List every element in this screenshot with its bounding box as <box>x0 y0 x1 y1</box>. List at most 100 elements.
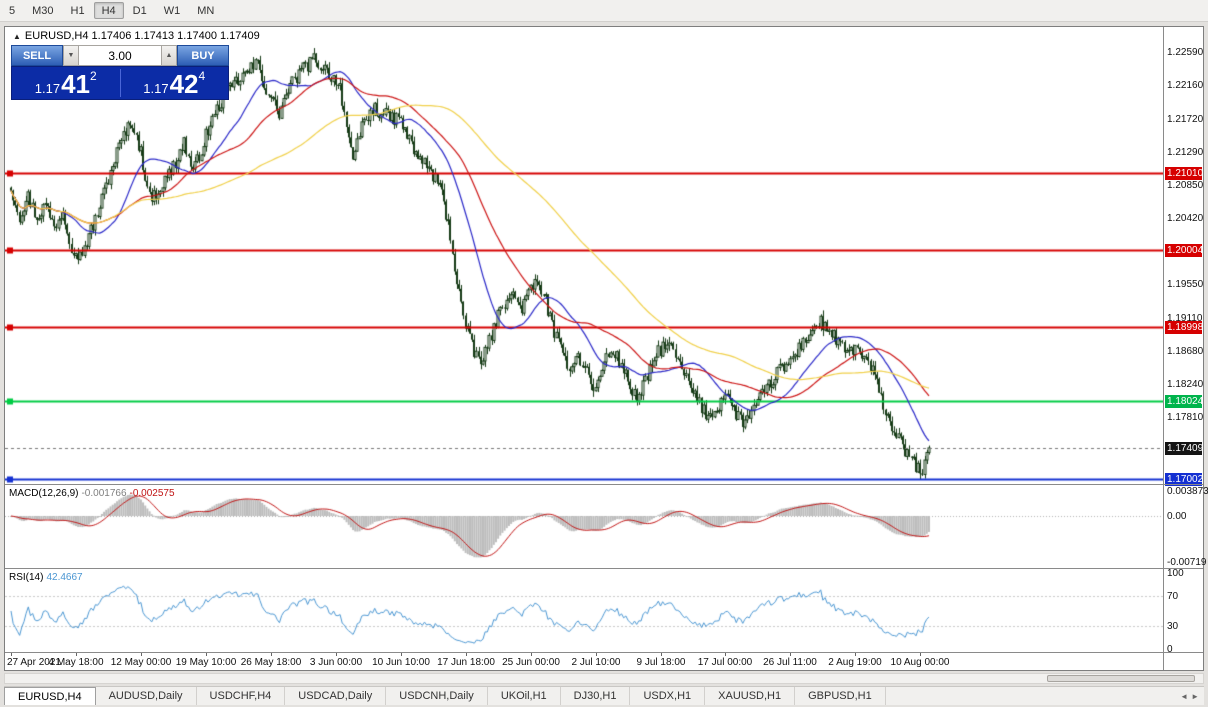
rsi-value: 42.4667 <box>46 572 83 583</box>
pane-separator[interactable] <box>5 652 1203 653</box>
buy-price-prefix: 1.17 <box>143 81 169 96</box>
price-line-label: 1.20004 <box>1165 243 1204 257</box>
price-tick-label: 1.20420 <box>1167 213 1204 225</box>
tabs-scroll-left-icon[interactable]: ◄ <box>1180 691 1189 701</box>
price-tick-label: 1.18680 <box>1167 345 1204 357</box>
time-label: 2 Jul 10:00 <box>571 657 621 668</box>
price-line-label: 1.17409 <box>1165 441 1204 455</box>
time-tick <box>855 653 856 656</box>
macd-signal-value: -0.002575 <box>129 488 175 499</box>
time-tick <box>401 653 402 656</box>
rsi-indicator-label: RSI(14) 42.4667 <box>9 572 83 583</box>
price-tick-label: 1.22160 <box>1167 80 1204 92</box>
timeframe-button-mn[interactable]: MN <box>197 5 215 17</box>
pane-separator[interactable] <box>5 568 1203 569</box>
time-label: 10 Aug 00:00 <box>890 657 950 668</box>
macd-indicator-canvas[interactable] <box>5 485 1163 568</box>
time-tick <box>336 653 337 656</box>
timeframe-button-w1[interactable]: W1 <box>163 5 181 17</box>
chart-tab-xauusd-h1[interactable]: XAUUSD,H1 <box>705 687 796 705</box>
time-label: 19 May 10:00 <box>175 657 237 668</box>
timeframe-button-m30[interactable]: M30 <box>32 5 54 17</box>
chart-tab-usdcad-daily[interactable]: USDCAD,Daily <box>285 687 387 705</box>
timeframe-button-h1[interactable]: H1 <box>70 5 85 17</box>
price-tick-label: 1.20850 <box>1167 180 1204 192</box>
price-divider <box>119 69 121 97</box>
pane-separator[interactable] <box>5 484 1203 485</box>
scrollbar-thumb[interactable] <box>1047 675 1195 682</box>
volume-increase-button[interactable]: ▲ <box>161 45 177 66</box>
chart-tab-list: EURUSD,H4 AUDUSD,Daily USDCHF,H4 USDCAD,Dai… <box>4 687 886 705</box>
one-click-prices-row: 1.17 41 2 1.17 42 4 <box>11 66 229 100</box>
buy-price-display[interactable]: 1.17 42 4 <box>121 67 229 99</box>
time-tick <box>531 653 532 656</box>
chart-tabs-bar: EURUSD,H4 AUDUSD,Daily USDCHF,H4 USDCAD,Dai… <box>4 686 1204 705</box>
sell-button[interactable]: SELL <box>11 45 63 66</box>
macd-axis-label: 0.00 <box>1167 511 1187 522</box>
time-axis[interactable]: 27 Apr 2021 4 May 18:00 12 May 00:00 19 May… <box>5 653 1163 670</box>
one-click-controls-row: SELL ▼ 3.00 ▲ BUY <box>11 45 229 66</box>
time-tick <box>725 653 726 656</box>
chart-tab-audusd-daily[interactable]: AUDUSD,Daily <box>96 687 197 705</box>
price-tick-label: 1.21720 <box>1167 113 1204 125</box>
price-tick-label: 1.19550 <box>1167 279 1204 291</box>
time-tick <box>271 653 272 656</box>
tab-scroll-arrows: ◄ ► <box>1180 687 1204 705</box>
time-label: 26 May 18:00 <box>240 657 302 668</box>
macd-main-value: -0.001766 <box>81 488 127 499</box>
price-tick-label: 1.21290 <box>1167 146 1204 158</box>
chart-tab-usdchf-h4[interactable]: USDCHF,H4 <box>197 687 286 705</box>
time-tick <box>206 653 207 656</box>
timeframe-button-h4[interactable]: H4 <box>93 2 124 19</box>
macd-name: MACD(12,26,9) <box>9 488 79 499</box>
time-tick <box>790 653 791 656</box>
chart-tab-eurusd-h4[interactable]: EURUSD,H4 <box>4 687 96 705</box>
macd-axis-label: -0.00719 <box>1167 557 1207 569</box>
rsi-name: RSI(14) <box>9 572 44 583</box>
time-label: 10 Jun 10:00 <box>372 657 430 668</box>
time-tick <box>466 653 467 656</box>
macd-indicator-label: MACD(12,26,9) -0.001766 -0.002575 <box>9 488 175 499</box>
buy-button[interactable]: BUY <box>177 45 229 66</box>
one-click-toggle-icon[interactable]: ▲ <box>13 31 21 41</box>
time-label: 4 May 18:00 <box>48 657 104 668</box>
time-label: 17 Jun 18:00 <box>437 657 495 668</box>
time-label: 17 Jul 00:00 <box>697 657 753 668</box>
chart-tab-usdx-h1[interactable]: USDX,H1 <box>630 687 706 705</box>
chart-tab-gbpusd-h1[interactable]: GBPUSD,H1 <box>795 687 886 705</box>
rsi-axis-label: 30 <box>1167 621 1179 633</box>
time-tick <box>596 653 597 656</box>
rsi-indicator-canvas[interactable] <box>5 569 1163 652</box>
one-click-trading-panel: SELL ▼ 3.00 ▲ BUY 1.17 41 2 1.17 42 4 <box>11 45 229 100</box>
sell-price-display[interactable]: 1.17 41 2 <box>12 67 120 99</box>
rsi-axis-label: 0 <box>1167 644 1173 655</box>
time-label: 25 Jun 00:00 <box>502 657 560 668</box>
price-chart-canvas[interactable] <box>5 27 1163 484</box>
chart-tab-usdcnh-daily[interactable]: USDCNH,Daily <box>386 687 488 705</box>
volume-decrease-button[interactable]: ▼ <box>63 45 79 66</box>
tabs-scroll-right-icon[interactable]: ► <box>1191 691 1199 701</box>
rsi-axis-label: 100 <box>1167 568 1184 579</box>
timeframe-button-5[interactable]: 5 <box>9 5 16 17</box>
timeframe-button-d1[interactable]: D1 <box>132 5 147 17</box>
rsi-axis-label: 70 <box>1167 590 1179 602</box>
horizontal-scrollbar[interactable] <box>4 673 1204 684</box>
sell-price-prefix: 1.17 <box>34 81 61 96</box>
time-tick <box>76 653 77 656</box>
time-tick <box>661 653 662 656</box>
price-tick-label: 1.18240 <box>1167 379 1204 391</box>
time-label: 26 Jul 11:00 <box>763 657 817 668</box>
timeframe-toolbar: 5 M30 H1 H4 D1 W1 MN <box>0 0 1208 22</box>
price-line-label: 1.17002 <box>1165 472 1204 486</box>
price-line-label: 1.18024 <box>1165 394 1204 408</box>
buy-price-pip-digit: 4 <box>198 69 206 83</box>
chart-tab-ukoil-h1[interactable]: UKOil,H1 <box>488 687 561 705</box>
time-label: 3 Jun 00:00 <box>309 657 363 668</box>
price-line-label: 1.21010 <box>1165 167 1204 181</box>
volume-input[interactable]: 3.00 <box>79 45 161 66</box>
chart-tab-dj30-h1[interactable]: DJ30,H1 <box>561 687 631 705</box>
time-tick <box>920 653 921 656</box>
price-axis[interactable]: 1.22590 1.22160 1.21720 1.21290 1.20850 1.204… <box>1163 27 1208 670</box>
time-label: 12 May 00:00 <box>110 657 172 668</box>
